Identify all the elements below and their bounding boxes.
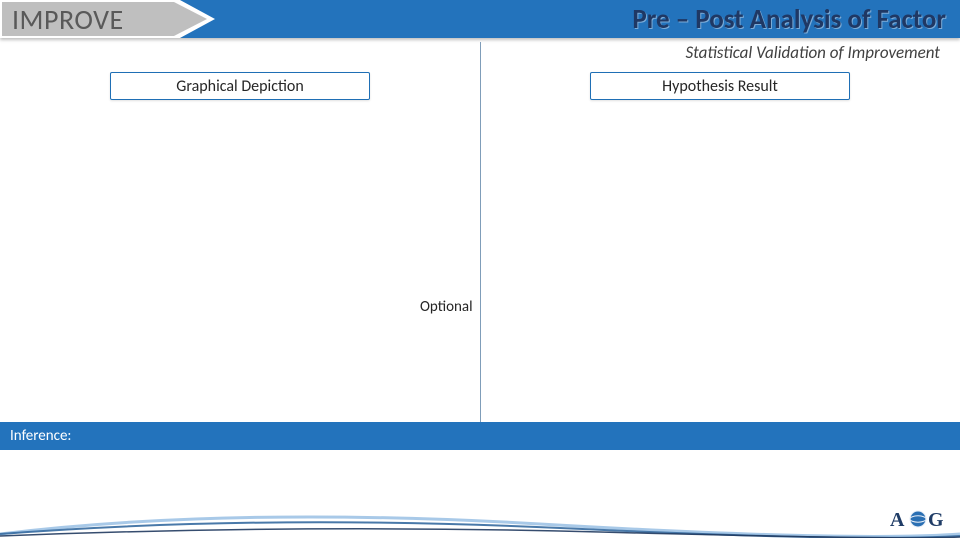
logo-letter-g: G (928, 509, 944, 531)
page-subtitle: Statistical Validation of Improvement (685, 42, 940, 63)
footer-decoration (0, 504, 960, 538)
page-title: Pre – Post Analysis of Factor (632, 0, 946, 38)
inference-label: Inference: (10, 427, 71, 445)
phase-label: IMPROVE (12, 0, 124, 38)
slide-root: IMPROVE Pre – Post Analysis of Factor St… (0, 0, 960, 540)
inference-bar: Inference: (0, 422, 960, 450)
optional-label: Optional (420, 298, 473, 316)
section-label-graphical: Graphical Depiction (110, 72, 370, 100)
brand-logo: A G (888, 506, 948, 532)
globe-icon (910, 511, 926, 527)
vertical-divider (480, 42, 481, 422)
section-label-hypothesis: Hypothesis Result (590, 72, 850, 100)
logo-letter-a: A (890, 509, 905, 531)
